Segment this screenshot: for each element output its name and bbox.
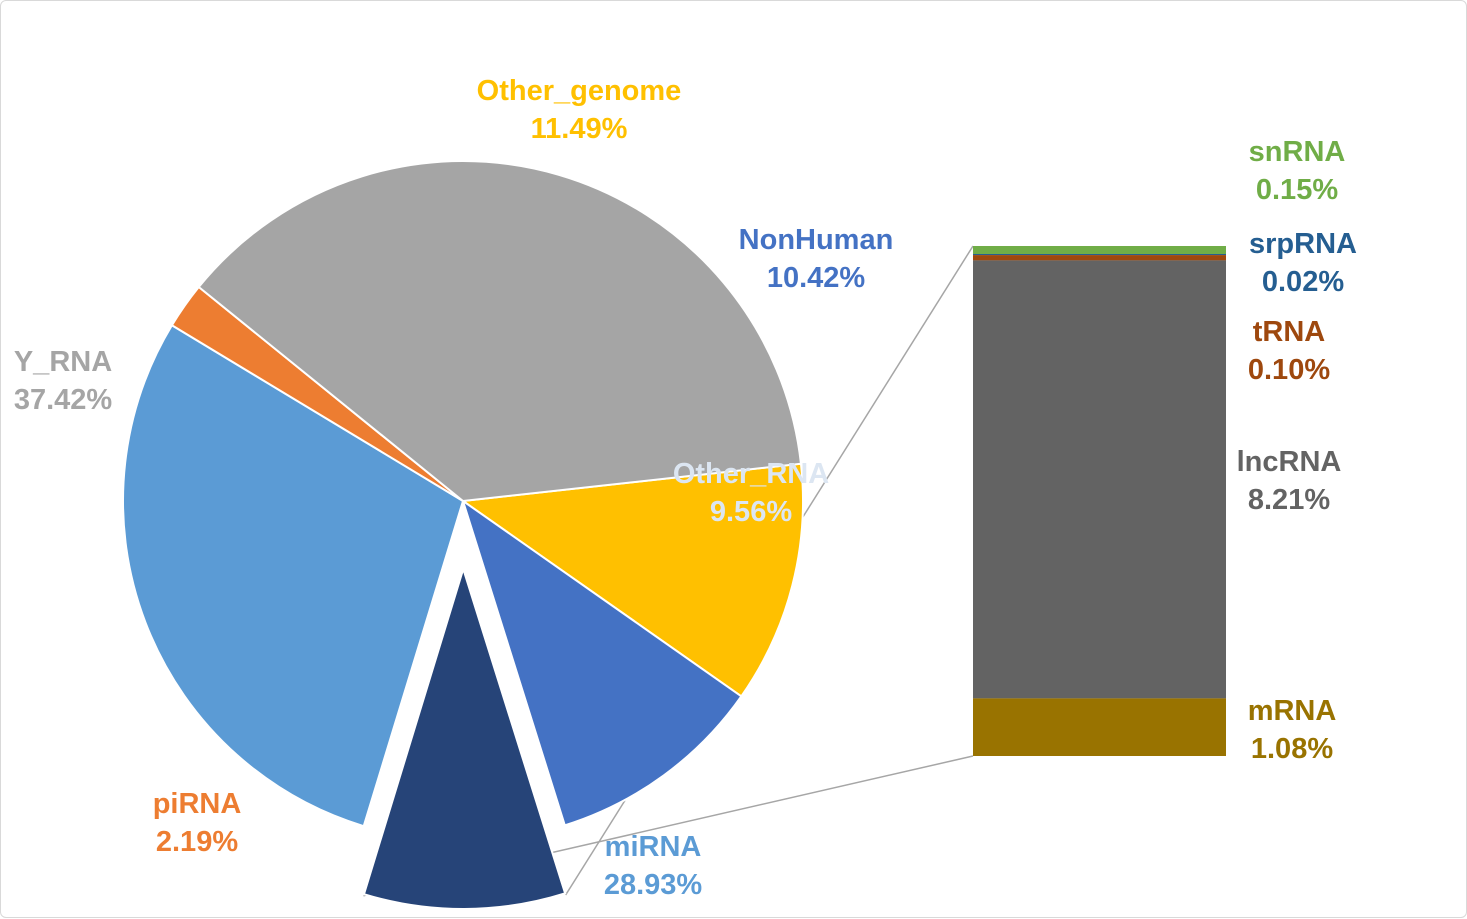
data-label-name: miRNA <box>605 831 702 863</box>
data-label-value: 11.49% <box>531 113 628 145</box>
breakdown-bar <box>973 246 1226 756</box>
bar-segment-srprna <box>973 254 1226 256</box>
data-label-value: 1.08% <box>1251 733 1333 765</box>
data-label-name: NonHuman <box>739 224 894 256</box>
pie-slice-other-rna <box>362 565 567 910</box>
data-label-other-rna: Other_RNA 9.56% <box>673 458 829 528</box>
data-label-trna: tRNA 0.10% <box>1248 316 1330 386</box>
pie <box>122 160 804 910</box>
data-label-value: 0.02% <box>1262 266 1344 298</box>
data-label-name: srpRNA <box>1249 228 1357 260</box>
data-label-other-genome: Other_genome 11.49% <box>477 75 682 145</box>
data-label-mirna: miRNA 28.93% <box>604 831 703 901</box>
data-label-value: 2.19% <box>156 826 238 858</box>
data-label-value: 0.10% <box>1248 354 1330 386</box>
data-label-lncrna: lncRNA 8.21% <box>1237 446 1342 516</box>
data-label-value: 28.93% <box>604 869 703 901</box>
data-label-value: 9.56% <box>710 496 792 528</box>
data-label-name: piRNA <box>153 788 242 820</box>
pie-slice-y-rna <box>197 160 803 503</box>
data-labels: Other_genome 11.49% NonHuman 10.42% Other_RN… <box>14 75 1357 901</box>
data-label-nonhuman: NonHuman 10.42% <box>739 224 894 294</box>
data-label-mrna: mRNA 1.08% <box>1248 695 1337 765</box>
data-label-name: mRNA <box>1248 695 1337 727</box>
data-label-name: Other_RNA <box>673 458 829 490</box>
bar-segment-trna <box>973 255 1226 261</box>
pie-slice-other-genome <box>460 462 804 698</box>
data-label-value: 37.42% <box>14 384 113 416</box>
pie-slice-nonhuman <box>461 498 743 827</box>
bar-segment-lncrna <box>973 260 1226 699</box>
data-label-value: 10.42% <box>767 262 866 294</box>
data-label-y-rna: Y_RNA 37.42% <box>14 346 113 416</box>
data-label-value: 8.21% <box>1248 484 1330 516</box>
data-label-value: 0.15% <box>1256 174 1338 206</box>
bar-segment-mrna <box>973 698 1226 756</box>
data-label-srprna: srpRNA 0.02% <box>1249 228 1357 298</box>
bar-segment-snrna <box>973 246 1226 255</box>
data-label-name: snRNA <box>1249 136 1346 168</box>
data-label-pirna: piRNA 2.19% <box>153 788 242 858</box>
data-label-name: lncRNA <box>1237 446 1342 478</box>
data-label-snrna: snRNA 0.15% <box>1249 136 1346 206</box>
data-label-name: Other_genome <box>477 75 682 107</box>
data-label-name: Y_RNA <box>14 346 112 378</box>
data-label-name: tRNA <box>1253 316 1326 348</box>
